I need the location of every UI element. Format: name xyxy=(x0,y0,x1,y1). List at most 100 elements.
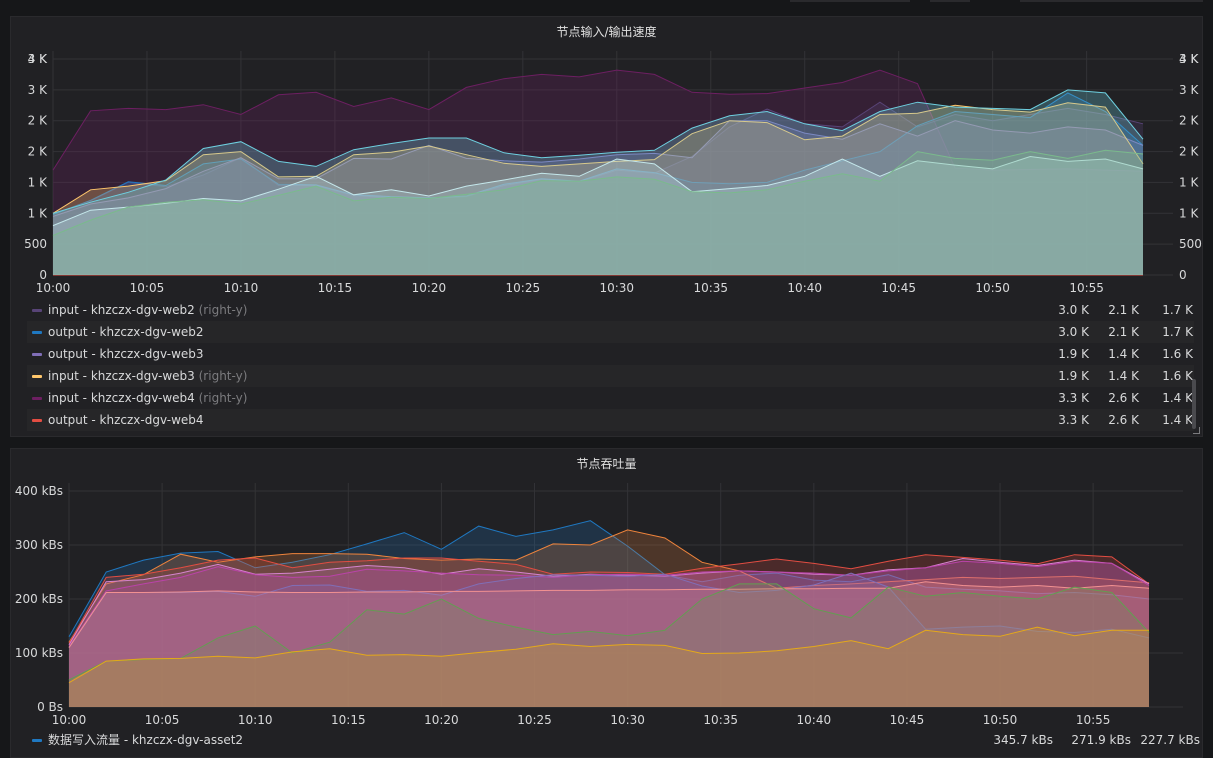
series-line xyxy=(68,572,1150,648)
legend-avg-value: 1.4 K xyxy=(1108,369,1139,383)
series-area xyxy=(53,150,1143,275)
x-tick-label: 10:25 xyxy=(517,713,552,727)
series-line xyxy=(52,149,1144,236)
panel-title[interactable]: 节点输入/输出速度 xyxy=(556,25,657,39)
y-right-tick-label: 2 K xyxy=(1179,114,1199,128)
series-line xyxy=(52,89,1144,214)
series-output-khzczx-dgv-web1 xyxy=(52,149,1144,275)
x-tick-label: 10:15 xyxy=(331,713,366,727)
y-right-tick-label: 1 K xyxy=(1179,206,1199,220)
series-output-khzczx-dgv-web3 xyxy=(52,120,1144,275)
series-line xyxy=(52,69,1144,172)
series-area xyxy=(69,581,1149,707)
series-input-khzczx-dgv-web1 xyxy=(52,155,1144,275)
legend: input - khzczx-dgv-web2 (right-y) 3.0 K 2.… xyxy=(27,299,1194,431)
series-area xyxy=(53,102,1143,275)
legend-avg-value: 1.4 K xyxy=(1108,347,1139,361)
series-input-khzczx-dgv-web4 xyxy=(52,69,1144,275)
x-tick-label: 10:10 xyxy=(238,713,273,727)
legend-max-value: 3.0 K xyxy=(1058,325,1089,339)
legend-series-name[interactable]: output - khzczx-dgv-web2 xyxy=(48,325,204,339)
y-right-tick-label: 3 K xyxy=(1179,52,1199,66)
series-input-khzczx-dgv-web2 xyxy=(52,101,1144,275)
legend-max-value: 3.3 K xyxy=(1058,391,1089,405)
series-area xyxy=(69,520,1149,707)
x-tick-label: 10:20 xyxy=(412,281,447,295)
legend-item[interactable]: output - khzczx-dgv-web3 1.9 K 1.4 K 1.6 K xyxy=(27,343,1194,365)
legend-item[interactable]: output - khzczx-dgv-web2 3.0 K 2.1 K 1.7 K xyxy=(27,321,1194,343)
series-line xyxy=(52,101,1144,215)
series-color-swatch[interactable] xyxy=(32,739,42,742)
series-color-swatch[interactable] xyxy=(32,375,42,378)
series-area xyxy=(53,92,1143,276)
throughput-panel[interactable]: 节点吞吐量 0 Bs 100 kBs 200 kBs 300 kBs 400 kBs 10… xyxy=(10,448,1203,758)
y-tick-label: 4 K xyxy=(28,52,48,66)
legend-item[interactable]: input - khzczx-dgv-web4 (right-y) 3.3 K 2.… xyxy=(27,387,1194,409)
y-right-tick-label: 500 xyxy=(1179,237,1202,251)
x-tick-label: 10:00 xyxy=(52,713,87,727)
series-area xyxy=(69,573,1149,707)
y-tick-label: 1 K xyxy=(28,175,48,189)
legend-item[interactable]: 数据写入流量 - khzczx-dgv-asset2 345.7 kBs 271.9… xyxy=(27,729,1200,751)
legend-current-value: 227.7 kBs xyxy=(1140,733,1200,747)
series-line xyxy=(68,626,1149,684)
toolbar-remnant xyxy=(790,0,910,2)
legend-series-name[interactable]: input - khzczx-dgv-web4 (right-y) xyxy=(48,391,248,405)
legend-current-value: 1.4 K xyxy=(1162,413,1193,427)
series-color-swatch[interactable] xyxy=(32,309,42,312)
y-tick-label: 500 xyxy=(24,237,47,251)
legend-avg-value: 2.1 K xyxy=(1108,303,1139,317)
legend-scrollbar[interactable] xyxy=(1192,379,1196,429)
legend-series-name[interactable]: output - khzczx-dgv-web4 xyxy=(48,413,204,427)
legend-max-value: 3.3 K xyxy=(1058,413,1089,427)
io-speed-panel[interactable]: 节点输入/输出速度 0 0 500 500 1 K 1 K 1 K 1 K 2 K 2 K 2 K 2… xyxy=(10,16,1203,437)
series-area xyxy=(69,558,1149,707)
x-tick-label: 10:30 xyxy=(610,713,645,727)
legend: 数据写入流量 - khzczx-dgv-asset2 345.7 kBs 271.9… xyxy=(27,729,1200,751)
legend-item[interactable]: output - khzczx-dgv-web4 3.3 K 2.6 K 1.4 K xyxy=(27,409,1194,431)
x-tick-label: 10:55 xyxy=(1076,713,1111,727)
legend-current-value: 1.7 K xyxy=(1162,303,1193,317)
series-area xyxy=(53,89,1143,276)
series-asset-salmon xyxy=(68,581,1150,707)
y-tick-label: 3 K xyxy=(28,83,48,97)
series-color-swatch[interactable] xyxy=(32,397,42,400)
throughput-chart: 0 Bs 100 kBs 200 kBs 300 kBs 400 kBs 10:00 10:… xyxy=(15,483,1183,727)
x-tick-label: 10:30 xyxy=(599,281,634,295)
y-tick-label: 0 xyxy=(39,268,47,282)
y-tick-label: 300 kBs xyxy=(15,538,63,552)
legend-current-value: 1.4 K xyxy=(1162,391,1193,405)
series-color-swatch[interactable] xyxy=(32,331,42,334)
series-color-swatch[interactable] xyxy=(32,353,42,356)
y-tick-label: 0 Bs xyxy=(37,700,63,714)
series-area xyxy=(69,561,1149,707)
resize-handle-icon[interactable] xyxy=(1193,427,1200,434)
legend-avg-value: 2.6 K xyxy=(1108,391,1139,405)
legend-avg-value: 2.6 K xyxy=(1108,413,1139,427)
series-color-swatch[interactable] xyxy=(32,419,42,422)
panel-title[interactable]: 节点吞吐量 xyxy=(576,457,637,471)
x-tick-label: 10:50 xyxy=(975,281,1010,295)
series-area xyxy=(53,156,1143,275)
y-tick-label: 1 K xyxy=(28,206,48,220)
legend-series-name[interactable]: input - khzczx-dgv-web3 (right-y) xyxy=(48,369,248,383)
legend-item[interactable]: input - khzczx-dgv-web2 (right-y) 3.0 K 2.… xyxy=(27,299,1194,321)
y-tick-label: 200 kBs xyxy=(15,592,63,606)
legend-max-value: 3.0 K xyxy=(1058,303,1089,317)
series-asset-yellow xyxy=(68,626,1149,707)
y-right-tick-label: 2 K xyxy=(1179,145,1199,159)
series-line xyxy=(68,560,1150,647)
x-tick-label: 10:35 xyxy=(693,281,728,295)
legend-series-name[interactable]: output - khzczx-dgv-web3 xyxy=(48,347,204,361)
y-tick-label: 400 kBs xyxy=(15,484,63,498)
series-line xyxy=(68,554,1150,644)
legend-series-name[interactable]: input - khzczx-dgv-web2 (right-y) xyxy=(48,303,248,317)
y-tick-label: 3 K xyxy=(28,52,48,66)
legend-current-value: 1.7 K xyxy=(1162,325,1193,339)
x-tick-label: 10:55 xyxy=(1069,281,1104,295)
y-tick-label: 2 K xyxy=(28,114,48,128)
series-line xyxy=(68,583,1150,681)
legend-item[interactable]: input - khzczx-dgv-web3 (right-y) 1.9 K 1.… xyxy=(27,365,1194,387)
y-right-tick-label: 3 K xyxy=(1179,83,1199,97)
legend-series-name[interactable]: 数据写入流量 - khzczx-dgv-asset2 xyxy=(48,733,244,747)
